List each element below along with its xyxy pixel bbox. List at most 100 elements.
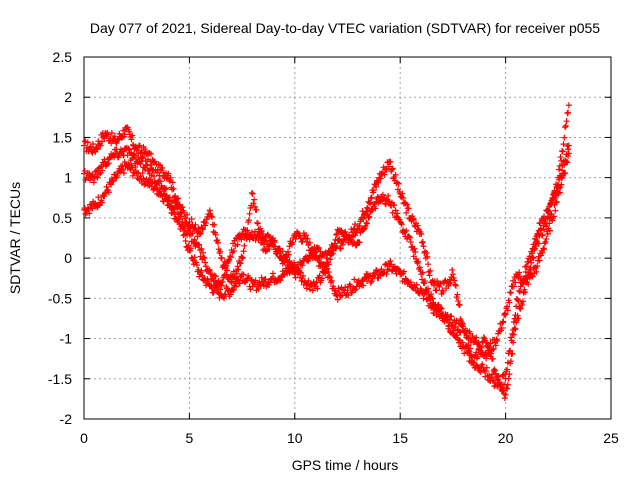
data-marker <box>356 222 363 229</box>
data-marker <box>149 178 156 185</box>
data-marker <box>238 236 245 243</box>
data-point <box>165 170 172 177</box>
data-marker <box>382 260 389 267</box>
data-marker <box>234 263 241 270</box>
data-marker <box>179 223 186 230</box>
data-point <box>502 311 509 318</box>
data-marker <box>325 261 332 268</box>
data-marker <box>312 249 319 256</box>
data-point <box>502 375 509 382</box>
data-marker <box>242 227 249 234</box>
data-marker <box>297 269 304 276</box>
data-marker <box>157 178 164 185</box>
data-marker <box>483 364 490 371</box>
data-marker <box>250 200 257 207</box>
data-marker <box>197 230 204 237</box>
data-marker <box>422 289 429 296</box>
data-marker <box>395 180 402 187</box>
data-marker <box>364 204 371 211</box>
data-marker <box>198 245 205 252</box>
data-marker <box>351 276 358 283</box>
data-marker <box>434 307 441 314</box>
data-marker <box>538 231 545 238</box>
data-marker <box>525 281 532 288</box>
data-marker <box>335 285 342 292</box>
data-marker <box>126 128 133 135</box>
data-point <box>513 303 520 310</box>
data-marker <box>306 255 313 262</box>
data-marker <box>141 146 148 153</box>
data-marker <box>565 109 572 116</box>
data-marker <box>199 225 206 232</box>
data-marker <box>129 132 136 139</box>
data-marker <box>336 289 343 296</box>
data-marker <box>399 190 406 197</box>
data-marker <box>348 289 355 296</box>
data-marker <box>553 199 560 206</box>
data-marker <box>431 282 438 289</box>
data-marker <box>251 203 258 210</box>
data-point <box>534 263 541 270</box>
data-marker <box>519 301 526 308</box>
data-marker <box>187 245 194 252</box>
data-marker <box>540 245 547 252</box>
data-marker <box>382 165 389 172</box>
data-marker <box>413 281 420 288</box>
data-marker <box>143 161 150 168</box>
data-marker <box>498 325 505 332</box>
data-marker <box>118 149 125 156</box>
data-marker <box>206 266 213 273</box>
data-marker <box>369 207 376 214</box>
data-marker <box>215 239 222 246</box>
data-point <box>323 255 330 262</box>
data-marker <box>212 273 219 280</box>
data-marker <box>514 296 521 303</box>
data-point <box>196 230 203 237</box>
data-marker <box>445 282 452 289</box>
data-marker <box>351 225 358 232</box>
data-marker <box>99 138 106 145</box>
data-marker <box>394 210 401 217</box>
data-marker <box>539 249 546 256</box>
data-marker <box>135 154 142 161</box>
data-marker <box>292 236 299 243</box>
series-track-a <box>81 102 572 402</box>
data-marker <box>306 239 313 246</box>
data-marker <box>218 282 225 289</box>
data-marker <box>516 288 523 295</box>
data-marker <box>479 361 486 368</box>
data-marker <box>169 210 176 217</box>
data-marker <box>285 248 292 255</box>
data-marker <box>94 146 101 153</box>
data-marker <box>177 210 184 217</box>
data-marker <box>412 249 419 256</box>
data-marker <box>507 334 514 341</box>
data-marker <box>298 277 305 284</box>
data-marker <box>337 245 344 252</box>
y-tick-label: 0.5 <box>53 210 73 226</box>
data-point <box>270 243 277 250</box>
data-marker <box>212 231 219 238</box>
data-marker <box>366 199 373 206</box>
data-marker <box>508 337 515 344</box>
data-marker <box>330 250 337 257</box>
data-marker <box>110 178 117 185</box>
data-marker <box>392 171 399 178</box>
data-marker <box>84 139 91 146</box>
data-marker <box>437 280 444 287</box>
data-marker <box>247 286 254 293</box>
data-marker <box>233 283 240 290</box>
data-marker <box>121 131 128 138</box>
data-marker <box>556 189 563 196</box>
data-marker <box>300 272 307 279</box>
data-marker <box>383 271 390 278</box>
data-marker <box>170 204 177 211</box>
data-marker <box>184 211 191 218</box>
data-marker <box>435 306 442 313</box>
data-marker <box>506 299 513 306</box>
data-point <box>281 271 288 278</box>
grid-layer <box>84 57 611 419</box>
data-marker <box>534 230 541 237</box>
data-marker <box>414 222 421 229</box>
data-marker <box>419 239 426 246</box>
